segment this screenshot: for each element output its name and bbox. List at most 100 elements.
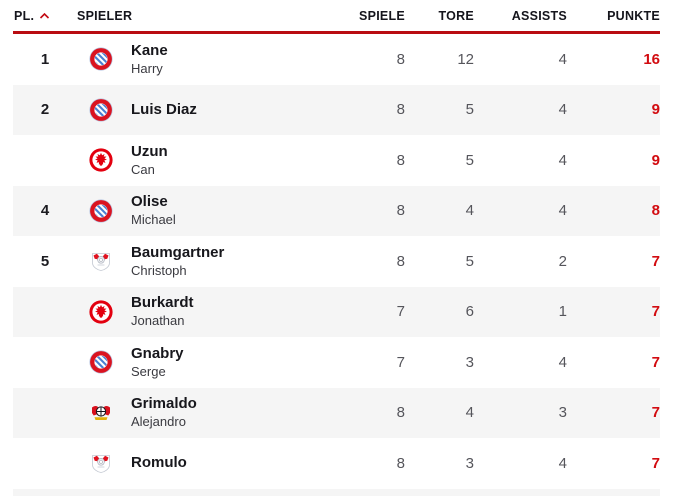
chevron-up-icon [39, 12, 50, 20]
player-cell: Baumgartner Christoph [77, 244, 350, 279]
rank-cell: 1 [40, 50, 50, 68]
club-crest-leipzig-icon [89, 249, 113, 273]
partial-next-row [13, 488, 660, 496]
table-row[interactable]: 2 Luis Diaz 8 5 4 9 [13, 84, 660, 135]
spiele-cell: 8 [396, 404, 405, 422]
tore-cell: 3 [465, 454, 474, 472]
player-cell: Uzun Can [77, 143, 350, 178]
player-name-block: Luis Diaz [131, 101, 197, 119]
spiele-cell: 8 [396, 151, 405, 169]
player-last-name: Grimaldo [131, 395, 197, 413]
player-name-block: Grimaldo Alejandro [131, 395, 197, 430]
player-name-block: Kane Harry [131, 42, 168, 77]
tore-cell: 3 [465, 353, 474, 371]
spiele-cell: 8 [396, 101, 405, 119]
club-crest-bayern-icon [89, 350, 113, 374]
player-first-name: Can [131, 161, 155, 177]
table-row[interactable]: 5 Baumgartner Christoph 8 5 2 7 [13, 236, 660, 287]
punkte-cell: 7 [651, 454, 660, 472]
player-first-name: Christoph [131, 262, 187, 278]
table-rows: 1 Kane Harry 8 12 4 16 2 [13, 34, 660, 489]
top-scorer-table: PL. SPIELER SPIELE TORE ASSISTS PUNKTE 1 [13, 0, 660, 489]
punkte-cell: 7 [651, 252, 660, 270]
punkte-cell: 16 [643, 50, 660, 68]
player-name-block: Baumgartner Christoph [131, 244, 224, 279]
punkte-cell: 9 [651, 101, 660, 119]
player-cell: Romulo [77, 451, 350, 475]
player-last-name: Burkardt [131, 294, 194, 312]
player-name-block: Burkardt Jonathan [131, 294, 194, 329]
col-header-spiele[interactable]: SPIELE [359, 8, 405, 23]
punkte-cell: 9 [651, 151, 660, 169]
table-row[interactable]: 4 Olise Michael 8 4 4 8 [13, 185, 660, 236]
punkte-cell: 8 [651, 202, 660, 220]
club-crest-leverkusen-icon [89, 401, 113, 425]
player-cell: Luis Diaz [77, 98, 350, 122]
assists-cell: 4 [558, 50, 567, 68]
club-crest-frankfurt-icon [89, 300, 113, 324]
punkte-cell: 7 [651, 353, 660, 371]
club-crest-bayern-icon [89, 47, 113, 71]
player-cell: Olise Michael [77, 193, 350, 228]
player-cell: Grimaldo Alejandro [77, 395, 350, 430]
punkte-cell: 7 [651, 404, 660, 422]
club-crest-leipzig-icon [89, 451, 113, 475]
player-first-name: Harry [131, 60, 163, 76]
spiele-cell: 7 [396, 353, 405, 371]
tore-cell: 5 [465, 151, 474, 169]
tore-cell: 5 [465, 101, 474, 119]
table-row[interactable]: Uzun Can 8 5 4 9 [13, 135, 660, 186]
player-last-name: Baumgartner [131, 243, 225, 261]
col-header-spieler[interactable]: SPIELER [77, 8, 133, 23]
player-last-name: Kane [131, 41, 168, 59]
spiele-cell: 8 [396, 50, 405, 68]
col-header-assists[interactable]: ASSISTS [511, 8, 567, 23]
player-first-name: Michael [131, 212, 176, 228]
player-first-name: Serge [131, 363, 166, 379]
club-crest-bayern-icon [89, 199, 113, 223]
assists-cell: 1 [558, 303, 567, 321]
player-first-name: Jonathan [131, 313, 185, 329]
player-cell: Burkardt Jonathan [77, 294, 350, 329]
col-header-tore[interactable]: TORE [438, 8, 474, 23]
tore-cell: 4 [465, 202, 474, 220]
tore-cell: 5 [465, 252, 474, 270]
col-header-pl[interactable]: PL. [13, 9, 77, 23]
player-last-name: Gnabry [131, 344, 184, 362]
assists-cell: 3 [558, 404, 567, 422]
player-name-block: Olise Michael [131, 193, 176, 228]
rank-cell: 2 [40, 101, 50, 119]
table-row[interactable]: Burkardt Jonathan 7 6 1 7 [13, 286, 660, 337]
table-row[interactable]: Gnabry Serge 7 3 4 7 [13, 337, 660, 388]
tore-cell: 12 [457, 50, 474, 68]
spiele-cell: 8 [396, 202, 405, 220]
player-name-block: Gnabry Serge [131, 345, 184, 380]
table-row[interactable]: 1 Kane Harry 8 12 4 16 [13, 34, 660, 85]
spiele-cell: 8 [396, 252, 405, 270]
assists-cell: 4 [558, 202, 567, 220]
player-cell: Gnabry Serge [77, 345, 350, 380]
assists-cell: 4 [558, 101, 567, 119]
tore-cell: 4 [465, 404, 474, 422]
assists-cell: 4 [558, 454, 567, 472]
player-last-name: Romulo [131, 454, 187, 472]
assists-cell: 2 [558, 252, 567, 270]
club-crest-bayern-icon [89, 98, 113, 122]
table-row[interactable]: Romulo 8 3 4 7 [13, 438, 660, 489]
spiele-cell: 7 [396, 303, 405, 321]
player-cell: Kane Harry [77, 42, 350, 77]
player-name-block: Uzun Can [131, 143, 168, 178]
player-last-name: Olise [131, 193, 168, 211]
col-header-pl-label: PL. [14, 8, 35, 23]
tore-cell: 6 [465, 303, 474, 321]
rank-cell: 5 [40, 252, 50, 270]
punkte-cell: 7 [651, 303, 660, 321]
col-header-punkte[interactable]: PUNKTE [607, 8, 660, 23]
table-row[interactable]: Grimaldo Alejandro 8 4 3 7 [13, 387, 660, 438]
assists-cell: 4 [558, 151, 567, 169]
rank-cell: 4 [40, 202, 50, 220]
player-name-block: Romulo [131, 454, 187, 472]
player-last-name: Uzun [131, 142, 168, 160]
spiele-cell: 8 [396, 454, 405, 472]
